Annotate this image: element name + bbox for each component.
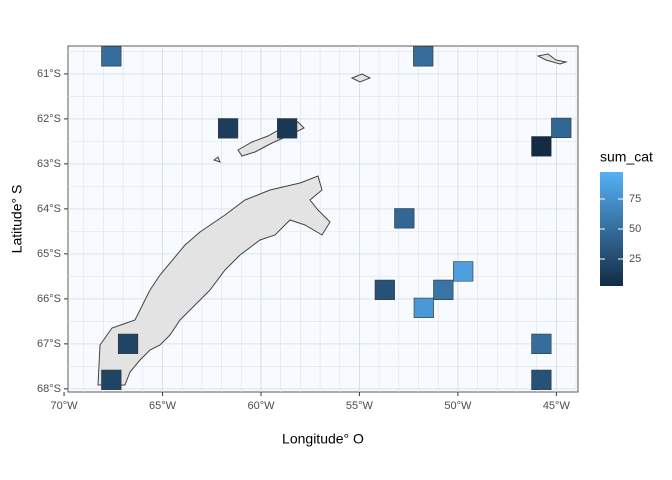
tile xyxy=(217,118,239,139)
legend: sum_cat 25 50 75 xyxy=(600,149,653,286)
tile xyxy=(531,333,552,354)
x-axis-title: Longitude° O xyxy=(282,431,364,447)
x-tick-label: 45°W xyxy=(543,400,571,412)
y-tick-label: 67°S xyxy=(37,338,61,350)
tile xyxy=(101,369,122,390)
y-tick-label: 62°S xyxy=(37,113,61,125)
colorbar xyxy=(600,172,623,286)
colorbar-label: 25 xyxy=(629,253,641,265)
tile xyxy=(394,208,415,229)
x-tick-label: 70°W xyxy=(51,400,79,412)
tile xyxy=(551,117,572,138)
y-tick-label: 64°S xyxy=(37,203,61,215)
y-tick-label: 63°S xyxy=(37,158,61,170)
x-tick-label: 50°W xyxy=(444,400,472,412)
tile xyxy=(433,279,454,300)
tile xyxy=(413,46,434,67)
tile xyxy=(277,118,298,139)
tile xyxy=(531,369,552,390)
y-tick-label: 68°S xyxy=(37,383,61,395)
x-tick-label: 65°W xyxy=(149,400,177,412)
x-tick-label: 55°W xyxy=(346,400,374,412)
tile xyxy=(117,333,139,354)
tile xyxy=(101,46,122,67)
y-tick-label: 61°S xyxy=(37,68,61,80)
y-tick-label: 65°S xyxy=(37,248,61,260)
colorbar-label: 75 xyxy=(629,193,641,205)
tiles xyxy=(101,46,572,390)
tile xyxy=(531,136,552,157)
tile xyxy=(374,279,395,300)
y-axis-title: Latitude° S xyxy=(9,185,25,254)
x-tick-label: 60°W xyxy=(247,400,275,412)
colorbar-label: 50 xyxy=(629,223,641,235)
tile xyxy=(413,297,434,318)
legend-title: sum_cat xyxy=(600,149,653,165)
y-tick-label: 66°S xyxy=(37,293,61,305)
tile xyxy=(453,261,474,282)
